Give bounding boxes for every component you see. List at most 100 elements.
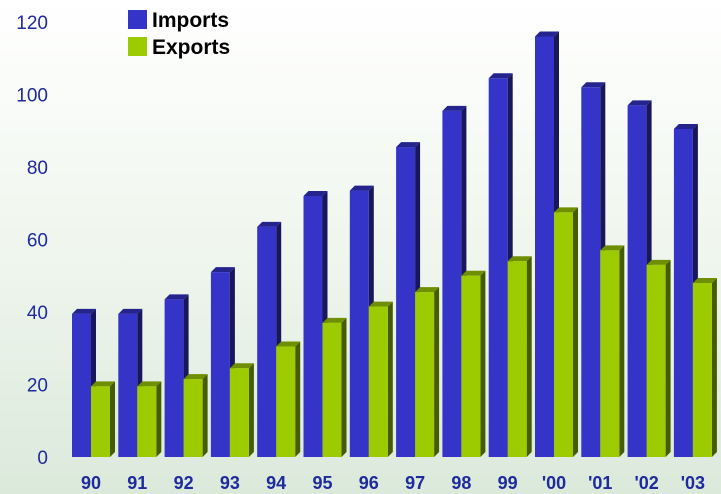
bar-exports-91: [137, 381, 162, 457]
x-tick-label-03: '03: [681, 473, 705, 493]
bar-front: [488, 78, 508, 457]
bar-front: [303, 196, 323, 457]
x-axis: 90 91 92 93 94 95 96 97 98 99 '00 '01 '02 '03: [81, 473, 705, 493]
bar-front: [581, 87, 601, 457]
x-tick-label-92: 92: [174, 473, 194, 493]
bar-top: [349, 185, 374, 191]
bar-side: [711, 278, 717, 457]
bar-top: [646, 259, 671, 265]
bar-top: [415, 287, 440, 293]
x-tick-label-99: 99: [498, 473, 518, 493]
bar-side: [573, 207, 578, 457]
bar-top: [322, 317, 347, 323]
bar-side: [665, 259, 671, 457]
bar-front: [692, 283, 712, 457]
x-tick-label-94: 94: [266, 473, 286, 493]
bar-top: [91, 381, 115, 387]
bar-top: [303, 191, 328, 196]
bar-top: [183, 374, 208, 380]
bar-exports-92: [183, 374, 208, 457]
y-tick-label-60: 60: [27, 231, 48, 252]
bar-exports-97: [415, 287, 440, 457]
bar-front: [627, 105, 647, 457]
bar-exports-90: [91, 381, 115, 457]
bar-exports-99: [507, 256, 532, 457]
bar-front: [507, 261, 527, 457]
y-tick-label-40: 40: [27, 303, 48, 324]
bar-exports-95: [322, 317, 347, 457]
bar-exports-98: [461, 270, 486, 457]
bar-front: [554, 212, 573, 457]
x-tick-label-00: '00: [542, 473, 566, 493]
bar-front: [646, 264, 666, 457]
bar-top: [461, 270, 486, 276]
bar-exports-93: [229, 363, 254, 457]
bar-front: [461, 275, 481, 457]
x-tick-label-01: '01: [588, 473, 612, 493]
bar-top: [442, 105, 467, 111]
x-tick-label-98: 98: [451, 473, 471, 493]
bar-top: [257, 221, 282, 227]
legend-label-exports: Exports: [152, 36, 230, 59]
y-tick-label-80: 80: [27, 158, 48, 179]
bar-front: [210, 272, 230, 457]
bar-top: [164, 294, 189, 300]
bar-exports-01: [600, 245, 625, 457]
bar-top: [118, 308, 143, 314]
bar-top: [507, 256, 532, 262]
y-tick-label-100: 100: [16, 86, 48, 107]
bar-front: [349, 190, 369, 457]
x-tick-label-93: 93: [220, 473, 240, 493]
bar-front: [396, 147, 416, 457]
x-tick-label-95: 95: [312, 473, 332, 493]
bar-top: [581, 82, 606, 88]
bar-front: [137, 386, 157, 457]
bar-top: [627, 100, 652, 106]
bar-top: [600, 245, 625, 251]
legend-swatch: [128, 37, 147, 56]
bar-front: [229, 368, 249, 457]
bar-exports-96: [368, 301, 393, 457]
bar-exports-02: [646, 259, 671, 457]
bars: [72, 31, 717, 457]
bar-top: [276, 341, 301, 347]
x-tick-label-90: 90: [81, 473, 101, 493]
bar-exports-94: [276, 341, 301, 457]
bar-front: [72, 313, 91, 457]
x-tick-label-91: 91: [127, 473, 147, 493]
bar-top: [210, 267, 235, 273]
bar-side: [295, 341, 301, 457]
legend-item-imports: Imports: [128, 9, 229, 32]
x-tick-label-97: 97: [405, 473, 425, 493]
bar-front: [600, 250, 620, 457]
bar-front: [164, 299, 184, 457]
y-tick-label-20: 20: [27, 376, 48, 397]
bar-top: [692, 278, 717, 283]
bar-top: [673, 123, 698, 129]
bar-top: [229, 363, 254, 369]
y-tick-label-120: 120: [16, 13, 48, 34]
bar-side: [480, 270, 486, 457]
bar-side: [619, 245, 625, 457]
y-axis: 0 20 40 60 80 100 120: [16, 13, 48, 469]
x-tick-label-96: 96: [359, 473, 379, 493]
bar-top: [535, 31, 559, 37]
bar-exports-00: [554, 207, 578, 457]
bar-front: [415, 292, 435, 457]
bar-top: [72, 308, 96, 314]
y-tick-label-0: 0: [37, 448, 48, 469]
x-tick-label-02: '02: [634, 473, 658, 493]
bar-front: [257, 226, 277, 457]
bar-exports-03: [692, 278, 717, 457]
bar-side: [202, 374, 208, 457]
bar-side: [156, 381, 162, 457]
bar-imports-94: [257, 221, 282, 457]
legend: Imports Exports: [128, 9, 230, 59]
legend-swatch: [128, 10, 147, 29]
bar-front: [118, 313, 138, 457]
bar-front: [276, 346, 296, 457]
bar-side: [526, 256, 532, 457]
bar-front: [183, 379, 203, 457]
